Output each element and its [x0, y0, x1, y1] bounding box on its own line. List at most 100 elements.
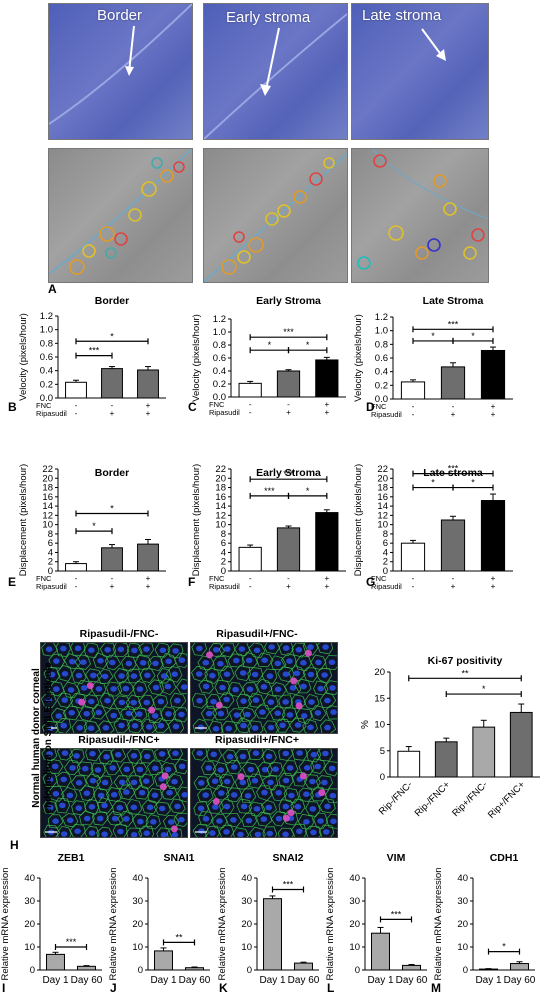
- y-tick-label: 0: [48, 566, 53, 577]
- condition-fnc-value: -: [249, 574, 252, 583]
- chart-title: Border: [95, 467, 129, 479]
- x-tick-label: Day 1: [367, 975, 394, 986]
- y-tick-label: 40: [349, 873, 360, 884]
- bar: [238, 546, 262, 572]
- y-axis-label: Displacement (pixels/hour): [353, 464, 364, 576]
- y-tick-label: 0: [463, 965, 468, 976]
- ki67-positive-nucleus: [287, 809, 295, 817]
- y-tick-label: 0.0: [375, 394, 388, 405]
- significance-label: ***: [283, 469, 294, 479]
- significance-label: *: [110, 331, 114, 341]
- condition-label-fnc: FNC: [371, 574, 387, 583]
- cell-membranes: [41, 643, 187, 733]
- y-axis-label: Displacement (pixels/hour): [18, 464, 29, 576]
- y-tick-label: 1.0: [375, 326, 388, 337]
- y-axis-label: Velocity (pixels/hour): [191, 314, 202, 402]
- bar: [400, 542, 426, 572]
- y-tick-label: 30: [241, 896, 252, 907]
- significance-label: *: [471, 478, 475, 488]
- condition-fnc-value: -: [287, 400, 290, 409]
- condition-rip-value: +: [451, 410, 456, 419]
- y-tick-label: 20: [457, 919, 468, 930]
- y-tick-label: 0.4: [213, 366, 226, 377]
- y-tick-label: 0.6: [40, 352, 53, 363]
- y-tick-label: 0.4: [40, 366, 53, 377]
- condition-fnc-value: +: [146, 401, 151, 410]
- if-image-rip-neg-fnc-neg: [40, 642, 188, 734]
- significance-label: *: [268, 340, 272, 350]
- ki67-positive-nucleus: [215, 701, 223, 709]
- condition-fnc-value: +: [324, 574, 329, 583]
- chart-ki67-positivity: Ki-67 positivity05101520%***Rip-/FNC-Rip…: [360, 655, 540, 821]
- y-axis-label: Displacement (pixels/hour): [191, 464, 202, 576]
- bar: [509, 711, 533, 778]
- chart-title: Ki-67 positivity: [428, 655, 503, 667]
- condition-rip-value: +: [451, 582, 456, 591]
- y-axis-label: Relative mRNA expression: [217, 868, 228, 981]
- y-tick-label: 0.6: [213, 353, 226, 364]
- bar: [137, 543, 159, 572]
- ki67-positive-nucleus: [299, 772, 307, 780]
- if-image-rip-neg-fnc-pos: [40, 748, 188, 838]
- image-label-rip-neg-fnc-neg: Ripasudil-/FNC-: [79, 628, 159, 640]
- bar: [65, 381, 87, 399]
- y-tick-label: 0.0: [40, 393, 53, 404]
- condition-rip-value: +: [110, 409, 115, 418]
- y-axis-label: Relative mRNA expression: [0, 868, 11, 981]
- bar: [101, 368, 123, 399]
- bar: [315, 359, 339, 398]
- y-tick-label: 8: [221, 529, 226, 540]
- y-tick-label: 30: [349, 896, 360, 907]
- x-tick-label: Rip-/FNC-: [377, 779, 415, 817]
- cell-membranes: [191, 643, 337, 733]
- y-tick-label: 20: [377, 473, 388, 484]
- bar: [440, 519, 466, 572]
- significance-label: **: [461, 668, 469, 678]
- chart-title: Early Stroma: [256, 467, 321, 479]
- y-tick-label: 6: [221, 538, 226, 549]
- panel-label: L: [327, 981, 334, 995]
- significance-label: *: [431, 331, 435, 341]
- column-label-late-stroma: Late stroma: [362, 7, 442, 24]
- bar: [434, 741, 458, 778]
- y-tick-label: 12: [377, 510, 388, 521]
- chart-title: SNAI1: [164, 852, 195, 864]
- bar: [137, 369, 159, 399]
- condition-fnc-value: +: [491, 574, 496, 583]
- significance-label: ***: [66, 937, 77, 947]
- y-tick-label: 0: [138, 965, 143, 976]
- if-image-rip-pos-fnc-neg: [190, 642, 338, 734]
- y-tick-label: 0.8: [375, 339, 388, 350]
- bar: [294, 962, 313, 971]
- y-tick-label: 10: [349, 942, 360, 953]
- ki67-positive-nucleus: [170, 825, 178, 833]
- y-tick-label: 12: [42, 510, 53, 521]
- bar: [371, 932, 390, 971]
- y-tick-label: 4: [48, 547, 53, 558]
- condition-fnc-value: -: [249, 400, 252, 409]
- y-tick-label: 6: [48, 538, 53, 549]
- y-tick-label: 12: [215, 510, 226, 521]
- chart-c-velocity-early: Early Stroma 0.0 0.2 0.4 0.6 0.8 1.0 1.2 Velocit…: [188, 295, 346, 417]
- ki67-positive-nucleus: [148, 706, 156, 714]
- x-tick-label: Day 60: [71, 975, 103, 986]
- chart-m-cdh1: CDH1 0 10 20 30 40 Relative mRNA expression * Da…: [431, 852, 536, 995]
- x-tick-label: Day 1: [42, 975, 69, 986]
- microscopy-border-top: Border: [48, 3, 193, 140]
- panel-label: I: [2, 981, 5, 995]
- y-tick-label: 0: [30, 965, 35, 976]
- bar: [46, 953, 65, 971]
- y-tick-label: 18: [377, 483, 388, 494]
- significance-label: ***: [448, 319, 459, 329]
- y-tick-label: 20: [241, 919, 252, 930]
- chart-title: VIM: [387, 852, 406, 864]
- panel-label: K: [219, 981, 228, 995]
- condition-rip-value: +: [286, 408, 291, 417]
- ki67-positive-nucleus: [86, 682, 94, 690]
- microscopy-late-bottom: [351, 148, 489, 283]
- y-tick-label: 0: [355, 965, 360, 976]
- condition-label-fnc: FNC: [36, 574, 52, 583]
- panel-label-h: H: [10, 838, 19, 852]
- panel-label: J: [110, 981, 117, 995]
- y-tick-label: 10: [132, 942, 143, 953]
